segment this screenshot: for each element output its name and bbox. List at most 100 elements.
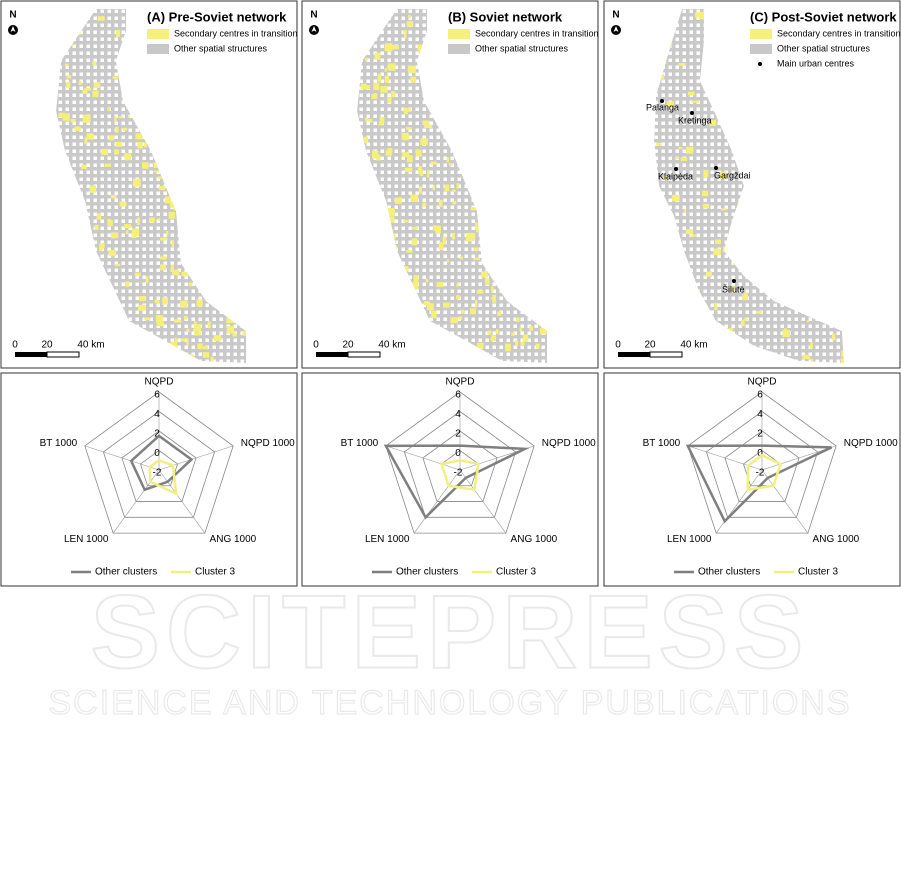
scale-label: 0 [313, 340, 319, 351]
legend-label: Cluster 3 [496, 567, 536, 578]
secondary-centre [62, 113, 70, 121]
secondary-centre [181, 271, 189, 277]
secondary-centre [515, 340, 519, 347]
secondary-centre [66, 75, 72, 79]
secondary-centre [430, 161, 437, 165]
secondary-centre [114, 149, 120, 155]
secondary-centre [159, 256, 167, 260]
secondary-centre [411, 227, 418, 230]
secondary-centre [66, 81, 71, 88]
secondary-centre [376, 157, 381, 161]
secondary-centre [153, 170, 159, 173]
tick-label: 2 [154, 429, 160, 440]
secondary-centre [474, 300, 478, 308]
secondary-centre [810, 358, 814, 363]
secondary-centre [391, 45, 399, 50]
secondary-centre [82, 89, 88, 94]
secondary-centre [703, 169, 709, 178]
grid-ring [84, 391, 234, 534]
secondary-centre [458, 316, 463, 320]
secondary-centre [713, 248, 721, 255]
axis-label: NQPD [145, 377, 174, 388]
secondary-centre [743, 318, 749, 321]
scale-bar-white [347, 351, 381, 358]
secondary-centre [84, 137, 88, 145]
secondary-centre [742, 294, 748, 301]
secondary-centre [74, 126, 81, 132]
legend-swatch [750, 29, 772, 39]
secondary-centre [515, 317, 520, 322]
tick-label: 2 [455, 429, 461, 440]
secondary-centre [446, 157, 449, 163]
tick-label: 4 [757, 409, 763, 420]
legend-label: Other spatial structures [475, 43, 569, 53]
legend-label: Other spatial structures [777, 43, 871, 53]
secondary-centre [487, 330, 492, 335]
secondary-centre [165, 196, 172, 204]
axis-label: NQPD 1000 [241, 438, 295, 449]
secondary-centre [170, 264, 174, 272]
scale-bar-black [15, 352, 47, 357]
secondary-centre [360, 83, 367, 90]
watermark-title: SCITEPRESS [91, 574, 810, 690]
secondary-centre [196, 299, 203, 307]
secondary-centre [678, 147, 683, 150]
secondary-centre [403, 32, 407, 39]
secondary-centre [469, 308, 476, 315]
secondary-centre [364, 136, 369, 143]
secondary-centre [427, 170, 430, 178]
secondary-centre [740, 319, 745, 327]
secondary-centre [365, 119, 373, 122]
secondary-centre [431, 310, 437, 319]
tick-label: -2 [756, 468, 765, 479]
secondary-centre [425, 278, 429, 283]
secondary-centre [143, 142, 147, 148]
secondary-centre [115, 141, 123, 147]
secondary-centre [424, 301, 431, 306]
secondary-centre [242, 330, 246, 336]
scale-label: 40 km [77, 340, 104, 351]
secondary-centre [417, 44, 423, 53]
secondary-centre [403, 30, 407, 34]
secondary-centre [384, 75, 390, 83]
city-label: Kretinga [678, 115, 712, 125]
axis-label: LEN 1000 [365, 534, 410, 545]
secondary-centre [70, 118, 76, 123]
secondary-centre [418, 186, 422, 194]
secondary-centre [107, 220, 113, 226]
secondary-centre [446, 259, 449, 263]
secondary-centre [186, 328, 190, 332]
north-arrow-tip [311, 26, 317, 32]
secondary-centre [495, 329, 499, 335]
city-label: Šilutė [722, 284, 745, 294]
secondary-centre [529, 326, 534, 331]
secondary-centre [451, 189, 456, 192]
secondary-centre [194, 323, 202, 332]
secondary-centre [112, 76, 119, 79]
scale-label: 20 [342, 340, 354, 351]
secondary-centre [730, 285, 735, 293]
secondary-centre [173, 319, 182, 323]
map-title: (A) Pre-Soviet network [147, 9, 287, 24]
secondary-centre [180, 338, 186, 342]
legend-label: Secondary centres in transition [475, 28, 599, 38]
secondary-centre [114, 116, 117, 122]
secondary-centre [89, 185, 97, 193]
secondary-centre [110, 195, 117, 199]
north-arrow-tip [10, 26, 16, 32]
secondary-centre [491, 286, 494, 293]
tick-label: 0 [757, 448, 763, 459]
city-label: Klaipėda [658, 171, 693, 181]
secondary-centre [138, 304, 146, 311]
secondary-centre [202, 352, 210, 358]
secondary-centre [687, 91, 695, 96]
secondary-centre [93, 82, 100, 89]
secondary-centre [183, 315, 188, 320]
secondary-centre [470, 207, 477, 211]
secondary-centre [380, 86, 388, 93]
secondary-centre [456, 183, 460, 189]
secondary-centre [171, 240, 174, 248]
legend-label: Other clusters [95, 567, 157, 578]
secondary-centre [78, 80, 82, 85]
